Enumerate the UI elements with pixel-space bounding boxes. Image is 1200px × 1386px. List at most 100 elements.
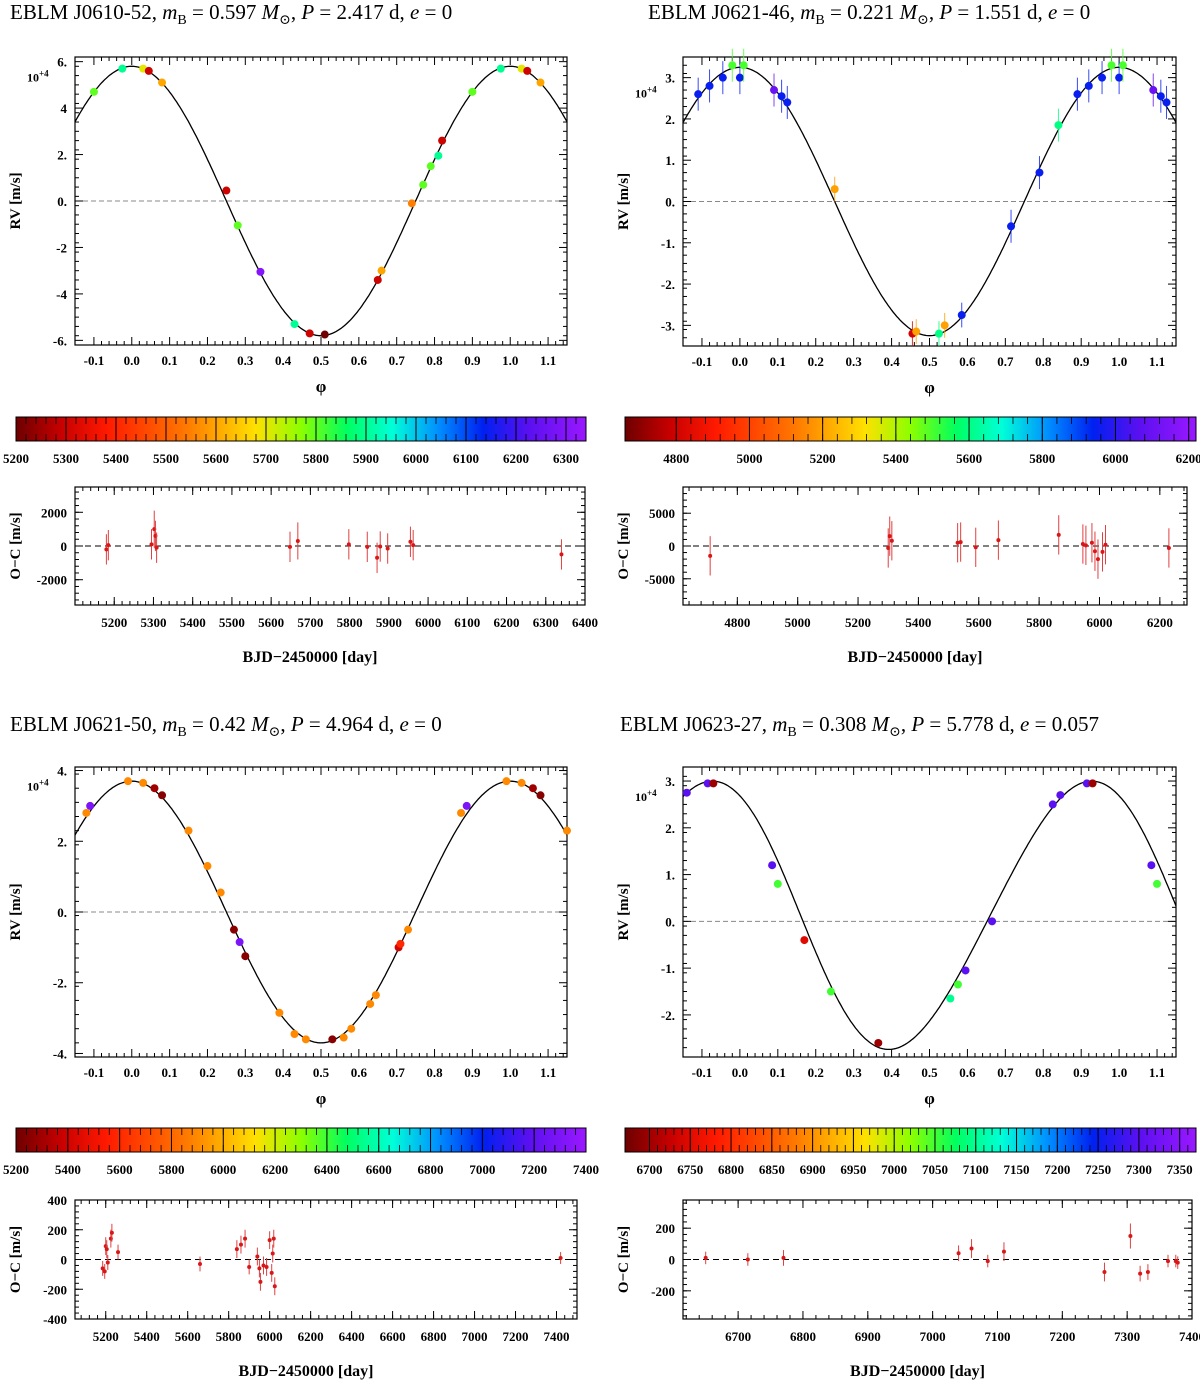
rv-x-tick-label: -0.1 (692, 1065, 713, 1080)
oc-data-point (100, 1266, 105, 1271)
colorbar-tick-label: 6850 (759, 1162, 785, 1177)
colorbar-tick-label: 6800 (418, 1162, 444, 1177)
oc-data-point (1100, 549, 1105, 554)
rv-x-tick-label: 1.0 (1111, 354, 1127, 369)
rv-x-tick-label: 1.1 (1149, 1065, 1165, 1080)
rv-y-tick-label: -3. (661, 318, 675, 333)
oc-x-tick-label: 5600 (175, 1329, 201, 1344)
oc-x-tick-label: 5900 (376, 615, 402, 630)
rv-data-point (396, 939, 405, 948)
rv-data-point (468, 87, 477, 96)
rv-x-tick-label: 0.6 (351, 353, 368, 368)
rv-x-tick-label: 0.9 (464, 353, 481, 368)
colorbar-tick-label: 6200 (262, 1162, 288, 1177)
rv-data-point (953, 980, 962, 989)
oc-data-point (295, 538, 300, 543)
rv-x-axis-label: φ (316, 1089, 327, 1108)
rv-data-point (290, 1030, 299, 1039)
rv-data-point (1098, 73, 1107, 82)
panel-title-mass: 0.308 (819, 712, 867, 736)
rv-y-axis-label: RV [m/s] (8, 172, 24, 229)
rv-data-point (957, 311, 966, 320)
oc-y-axis-label: O−C [m/s] (616, 512, 632, 579)
rv-data-point (1147, 861, 1156, 870)
rv-data-point (339, 1033, 348, 1042)
colorbar-tick-label: 6950 (840, 1162, 866, 1177)
oc-data-point (996, 538, 1001, 543)
rv-data-point (940, 321, 949, 330)
rv-x-tick-label: 0.1 (161, 353, 177, 368)
panel-title-1: EBLM J0621-46, mB = 0.221 M⊙, P = 1.551 … (648, 0, 1091, 29)
oc-data-point (257, 1266, 262, 1271)
colorbar-tick-label: 7000 (469, 1162, 495, 1177)
oc-data-point (109, 1230, 114, 1235)
colorbar-tick-label: 5200 (810, 451, 836, 466)
oc-x-tick-label: 5600 (966, 615, 992, 630)
rv-data-point (523, 66, 532, 75)
colorbar-tick-label: 5200 (3, 451, 29, 466)
rv-y-tick-label: -1. (661, 961, 675, 976)
rv-data-point (203, 862, 212, 871)
rv-x-tick-label: 0.4 (883, 1065, 900, 1080)
oc-data-point (287, 544, 292, 549)
oc-data-point (745, 1257, 750, 1262)
oc-data-point (255, 1254, 260, 1259)
rv-x-axis-label: φ (924, 378, 935, 397)
rv-y-exponent: 10+4 (27, 778, 49, 794)
rv-x-tick-label: 0.6 (351, 1065, 368, 1080)
rv-y-exponent-power: +4 (39, 778, 49, 788)
oc-x-tick-label: 5200 (101, 615, 127, 630)
oc-y-tick-label: 0 (61, 539, 68, 554)
oc-data-point (238, 1242, 243, 1247)
rv-x-tick-label: 0.0 (732, 1065, 748, 1080)
oc-data-point (889, 538, 894, 543)
rv-x-axis-label: φ (924, 1089, 935, 1108)
oc-data-point (1175, 1260, 1180, 1265)
oc-data-point (234, 1247, 239, 1252)
rv-data-point (502, 777, 511, 786)
rv-x-tick-label: 0.4 (883, 354, 900, 369)
rv-data-point (728, 61, 737, 70)
panel-title-mass: 0.42 (209, 712, 246, 736)
rv-y-tick-label: -4 (56, 287, 67, 302)
colorbar-tick-label: 6300 (553, 451, 579, 466)
rv-data-point (1073, 90, 1082, 99)
rv-x-tick-label: 0.9 (1073, 1065, 1090, 1080)
rv-data-point (773, 879, 782, 888)
rv-x-tick-label: 0.5 (921, 354, 938, 369)
oc-x-tick-label: 5200 (845, 615, 871, 630)
rv-data-point (783, 98, 792, 107)
oc-data-point (267, 1238, 272, 1243)
rv-data-point (528, 784, 537, 793)
oc-y-tick-label: -200 (651, 1284, 675, 1299)
rv-y-tick-label: 2. (57, 834, 67, 849)
rv-data-point (1054, 121, 1063, 130)
rv-y-tick-label: 2. (665, 821, 675, 836)
rv-x-tick-label: 0.0 (124, 353, 140, 368)
rv-data-point (800, 936, 809, 945)
oc-data-point (558, 1256, 563, 1261)
rv-x-tick-label: 1.1 (1149, 354, 1165, 369)
colorbar-tick-label: 7100 (963, 1162, 989, 1177)
oc-x-tick-label: 6000 (1086, 615, 1112, 630)
colorbar-tick-label: 5600 (956, 451, 982, 466)
rv-data-point (235, 938, 244, 947)
rv-x-tick-label: 0.9 (464, 1065, 481, 1080)
oc-data-point (247, 1264, 252, 1269)
oc-y-tick-label: -5000 (645, 572, 675, 587)
colorbar-tick-label: 5000 (736, 451, 762, 466)
oc-data-point (1145, 1270, 1150, 1275)
oc-data-point (1080, 542, 1085, 547)
rv-y-exponent: 10+4 (27, 69, 49, 85)
rv-x-tick-label: -0.1 (84, 353, 105, 368)
rv-data-point (1153, 879, 1162, 888)
oc-data-point (272, 1284, 277, 1289)
panel-title-mass: 0.221 (847, 0, 895, 24)
rv-data-point (770, 86, 779, 95)
colorbar-tick-label: 5600 (107, 1162, 133, 1177)
rv-y-tick-label: -6. (53, 333, 67, 348)
oc-x-tick-label: 6200 (1147, 615, 1173, 630)
rv-x-tick-label: -0.1 (84, 1065, 105, 1080)
rv-x-tick-label: 0.3 (846, 1065, 863, 1080)
oc-data-point (408, 539, 413, 544)
